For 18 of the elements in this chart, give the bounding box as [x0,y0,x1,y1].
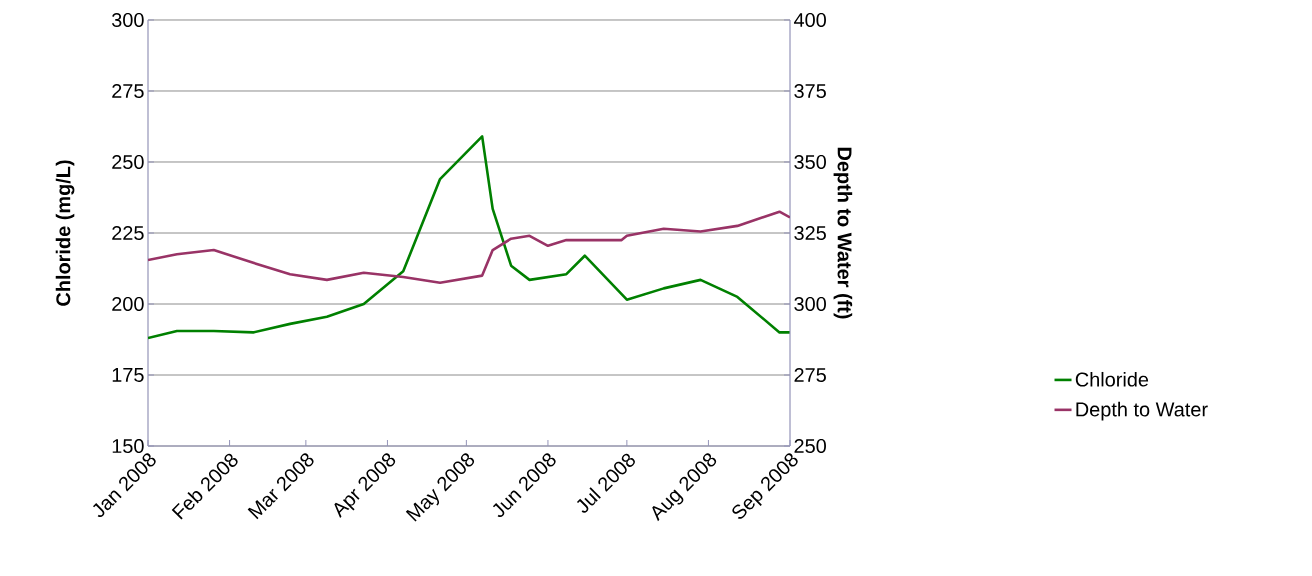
y2-tick-label: 375 [794,83,826,99]
y-tick-label: 150 [112,438,144,454]
y-axis-title: Chloride (mg/L) [55,160,75,306]
y-tick-label: 175 [112,368,144,382]
y-tick-label: 300 [112,12,144,28]
y2-axis-title: Depth to Water (ft) [833,147,853,319]
y2-tick-label: 275 [794,367,826,383]
y-tick-label: 200 [112,296,144,312]
y2-tick-label: 350 [794,154,826,170]
y-tick-label: 225 [112,225,144,241]
y2-tick-label: 250 [794,438,826,454]
legend-label: Depth to Water [1076,401,1208,421]
y-tick-label: 250 [112,154,144,170]
y2-tick-label: 300 [794,296,826,312]
y2-tick-label: 400 [793,12,826,28]
y-tick-label: 275 [112,83,144,99]
legend-label: Chloride [1075,371,1149,387]
y2-tick-label: 325 [794,225,826,241]
